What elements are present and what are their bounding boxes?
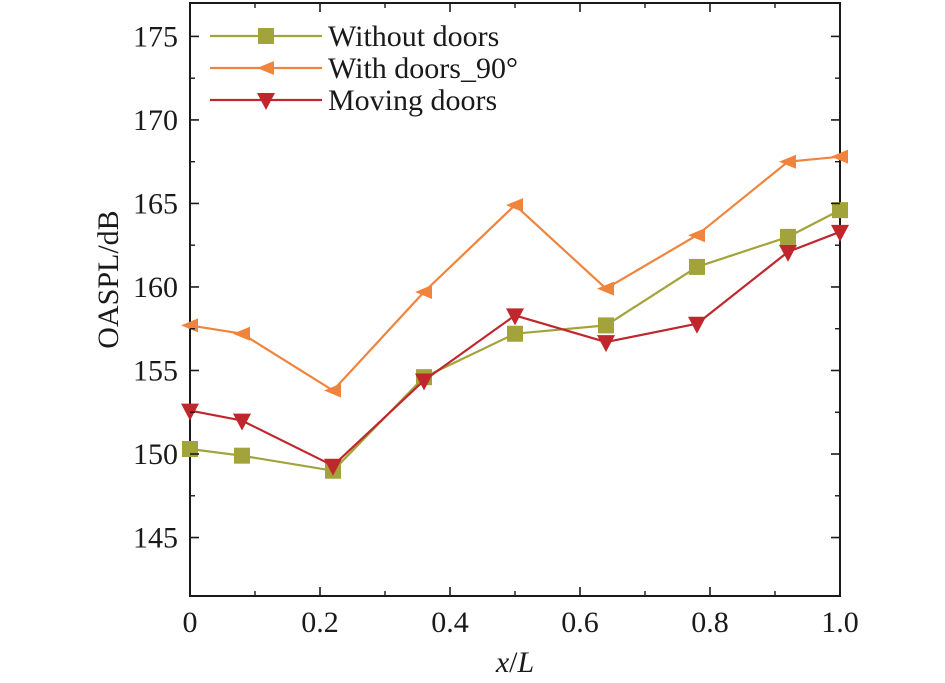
legend-label: Without doors xyxy=(328,20,499,53)
data-point-without-doors xyxy=(182,441,198,458)
y-tick-label: 165 xyxy=(133,187,178,220)
x-tick-label: 0 xyxy=(183,606,198,639)
data-point-moving-doors xyxy=(779,244,797,262)
legend-item-without-doors: Without doors xyxy=(210,20,499,53)
axis-titles: x/L OASPL/dB xyxy=(92,210,534,679)
y-tick-label: 155 xyxy=(133,354,178,387)
data-point-moving-doors xyxy=(415,373,433,391)
data-point-with-doors-90 xyxy=(597,281,614,296)
plot-border xyxy=(189,2,841,597)
data-point-without-doors xyxy=(832,202,848,219)
data-point-with-doors-90 xyxy=(831,149,848,164)
data-point-with-doors-90 xyxy=(415,284,432,299)
legend-marker xyxy=(257,93,275,110)
legend-label: With doors_90° xyxy=(328,52,518,85)
data-point-with-doors-90 xyxy=(688,228,705,243)
legend-item-with-doors-90: With doors_90° xyxy=(210,52,518,85)
series-without-doors xyxy=(182,202,848,479)
x-tick-label: 1.0 xyxy=(821,606,859,639)
x-axis-separator: / xyxy=(509,646,518,679)
x-tick-label: 0.6 xyxy=(561,606,599,639)
series-layer xyxy=(181,149,849,479)
data-point-without-doors xyxy=(780,228,796,245)
x-axis-title: x/L xyxy=(495,646,534,679)
y-tick-label: 170 xyxy=(133,104,178,137)
series-moving-doors xyxy=(181,224,849,476)
data-point-moving-doors xyxy=(831,224,849,242)
x-axis-variable: x xyxy=(495,646,510,679)
axis-ticks: 0 0.2 0.4 0.6 0.8 1.0 145 150 155 160 165 170 175 xyxy=(133,3,859,639)
x-tick-label: 0.4 xyxy=(431,606,469,639)
legend-label: Moving doors xyxy=(328,84,497,117)
data-point-without-doors xyxy=(234,447,250,464)
plot-frame xyxy=(189,2,841,597)
data-point-moving-doors xyxy=(324,458,342,476)
series-with-doors-90 xyxy=(181,149,848,398)
x-axis-unit: L xyxy=(516,646,534,679)
legend-item-moving-doors: Moving doors xyxy=(210,84,497,117)
y-axis-title: OASPL/dB xyxy=(92,210,125,348)
y-tick-label: 175 xyxy=(133,20,178,53)
data-point-without-doors xyxy=(689,258,705,275)
data-point-moving-doors xyxy=(597,335,615,353)
series-line-with-doors-90 xyxy=(189,155,841,392)
data-point-moving-doors xyxy=(688,316,706,334)
data-point-without-doors xyxy=(598,317,614,334)
data-point-moving-doors xyxy=(233,413,251,431)
y-tick-label: 145 xyxy=(133,522,178,555)
legend-marker xyxy=(258,28,274,44)
data-point-with-doors-90 xyxy=(506,198,523,213)
x-tick-label: 0.2 xyxy=(301,606,339,639)
data-point-with-doors-90 xyxy=(779,154,796,169)
series-line-moving-doors xyxy=(189,230,841,467)
data-point-with-doors-90 xyxy=(324,383,341,398)
legend-marker xyxy=(257,61,274,75)
data-point-moving-doors xyxy=(506,308,524,326)
y-tick-label: 150 xyxy=(133,438,178,471)
x-tick-label: 0.8 xyxy=(691,606,729,639)
y-tick-label: 160 xyxy=(133,271,178,304)
data-point-with-doors-90 xyxy=(233,326,250,341)
data-point-without-doors xyxy=(507,325,523,342)
